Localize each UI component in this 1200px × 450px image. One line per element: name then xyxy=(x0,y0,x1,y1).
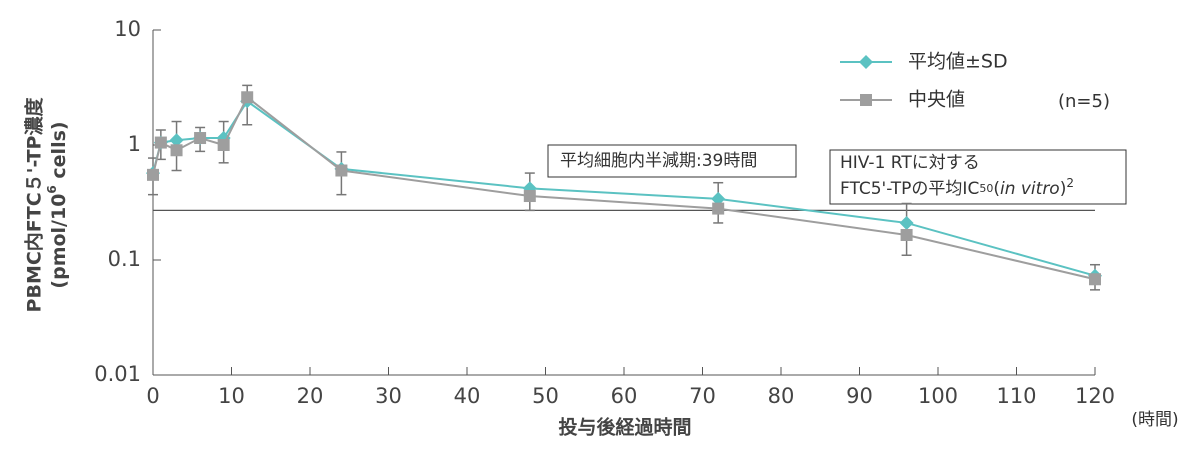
x-axis-unit: (時間) xyxy=(1131,410,1178,430)
x-tick-label: 100 xyxy=(918,384,958,408)
x-tick-label: 30 xyxy=(375,384,402,408)
annotation-part: 2 xyxy=(1066,176,1074,190)
marker xyxy=(711,191,726,206)
annotation-part: 50 xyxy=(979,182,993,195)
annotation-box xyxy=(829,149,1127,205)
y-axis-label: PBMC内FTC５'-TP濃度 (pmol/106 cells) xyxy=(23,97,70,313)
annotation: FTC5'-TPの平均IC50(in vitro)2 xyxy=(840,176,1074,200)
y-label-part: (pmol/10 xyxy=(48,194,70,289)
marker xyxy=(1089,273,1101,286)
x-tick-label: 40 xyxy=(454,384,481,408)
annotation: HIV-1 RTに対する xyxy=(840,153,980,173)
y-tick-label: 1 xyxy=(128,132,141,156)
annotation-part: ( xyxy=(993,179,1000,199)
x-tick-label: 120 xyxy=(1075,384,1115,408)
legend-marker xyxy=(860,94,872,106)
x-tick-label: 10 xyxy=(218,384,245,408)
marker xyxy=(147,168,159,181)
marker xyxy=(194,132,207,145)
legend-label: 中央値 xyxy=(908,89,965,111)
annotation-part: in vitro xyxy=(1000,179,1060,199)
annotation-box xyxy=(547,144,797,178)
x-tick-label: 90 xyxy=(846,384,873,408)
marker xyxy=(335,164,348,177)
marker xyxy=(241,91,254,104)
marker xyxy=(900,228,913,241)
legend-marker xyxy=(859,55,873,69)
marker xyxy=(899,215,914,230)
marker xyxy=(712,202,725,215)
annotation-part: ) xyxy=(1060,179,1067,199)
y-axis-label-line1: PBMC内FTC５'-TP濃度 xyxy=(23,97,46,313)
y-label-part: cells) xyxy=(48,121,70,185)
annotation: 平均細胞内半減期:39時間 xyxy=(560,151,757,171)
annotation-part: FTC5'-TPの平均IC xyxy=(840,179,979,199)
marker xyxy=(523,190,536,203)
x-tick-label: 0 xyxy=(146,384,159,408)
x-tick-label: 20 xyxy=(297,384,324,408)
x-tick-label: 50 xyxy=(532,384,559,408)
y-label-sup: 6 xyxy=(45,185,59,193)
x-axis-label: 投与後経過時間 xyxy=(558,416,691,439)
legend-label: 平均値±SD xyxy=(908,51,1008,73)
y-tick-label: 0.01 xyxy=(94,362,141,386)
x-tick-label: 110 xyxy=(996,384,1036,408)
x-tick-label: 70 xyxy=(689,384,716,408)
x-tick-label: 60 xyxy=(611,384,638,408)
y-axis-label-line2: (pmol/106 cells) xyxy=(45,121,70,288)
marker xyxy=(154,136,167,149)
note: (n=5) xyxy=(1058,91,1110,112)
marker xyxy=(217,139,230,151)
marker xyxy=(170,144,183,157)
y-tick-label: 0.1 xyxy=(108,247,141,271)
y-tick-label: 10 xyxy=(114,17,141,41)
x-tick-label: 80 xyxy=(768,384,795,408)
marker xyxy=(169,133,184,148)
